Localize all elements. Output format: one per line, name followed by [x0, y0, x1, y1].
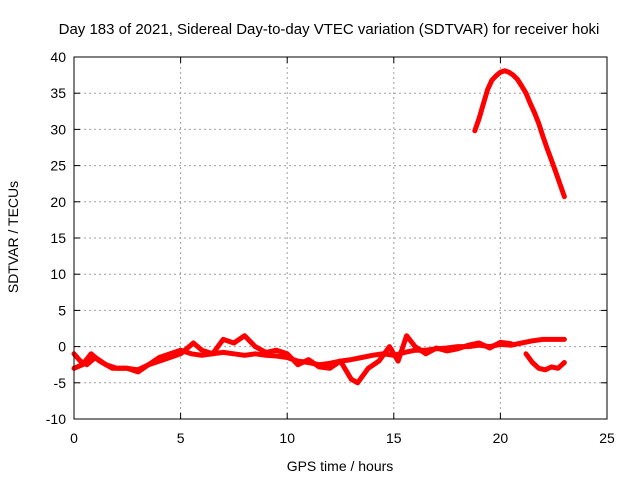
y-tick-label: 35 [50, 85, 66, 101]
axes: -10 -5 0 5 10 15 20 25 30 35 40 0 5 10 15 20 25 [46, 49, 615, 446]
y-tick-label: 25 [50, 158, 66, 174]
y-tick-label: 10 [50, 266, 66, 282]
y-tick-label: 15 [50, 230, 66, 246]
y-tick-label: -10 [46, 411, 66, 427]
y-tick-label: 5 [58, 302, 66, 318]
y-tick-label: 0 [58, 339, 66, 355]
x-tick-label: 5 [177, 430, 185, 446]
y-tick-label: 30 [50, 121, 66, 137]
series-arc-track [472, 68, 567, 200]
y-tick-label: 20 [50, 194, 66, 210]
x-tick-label: 0 [70, 430, 78, 446]
x-tick-label: 10 [279, 430, 295, 446]
y-tick-label: 40 [50, 49, 66, 65]
chart-title: Day 183 of 2021, Sidereal Day-to-day VTE… [59, 21, 600, 38]
data-series [71, 68, 567, 386]
y-axis-label: SDTVAR / TECUs [5, 181, 21, 293]
series-late-dip-track [523, 351, 567, 373]
x-tick-label: 20 [493, 430, 509, 446]
grid [74, 57, 607, 419]
x-axis-label: GPS time / hours [287, 458, 394, 474]
y-tick-label: -5 [54, 375, 67, 391]
series-baseline-track-b [71, 333, 514, 386]
x-tick-label: 25 [599, 430, 615, 446]
x-tick-label: 15 [386, 430, 402, 446]
